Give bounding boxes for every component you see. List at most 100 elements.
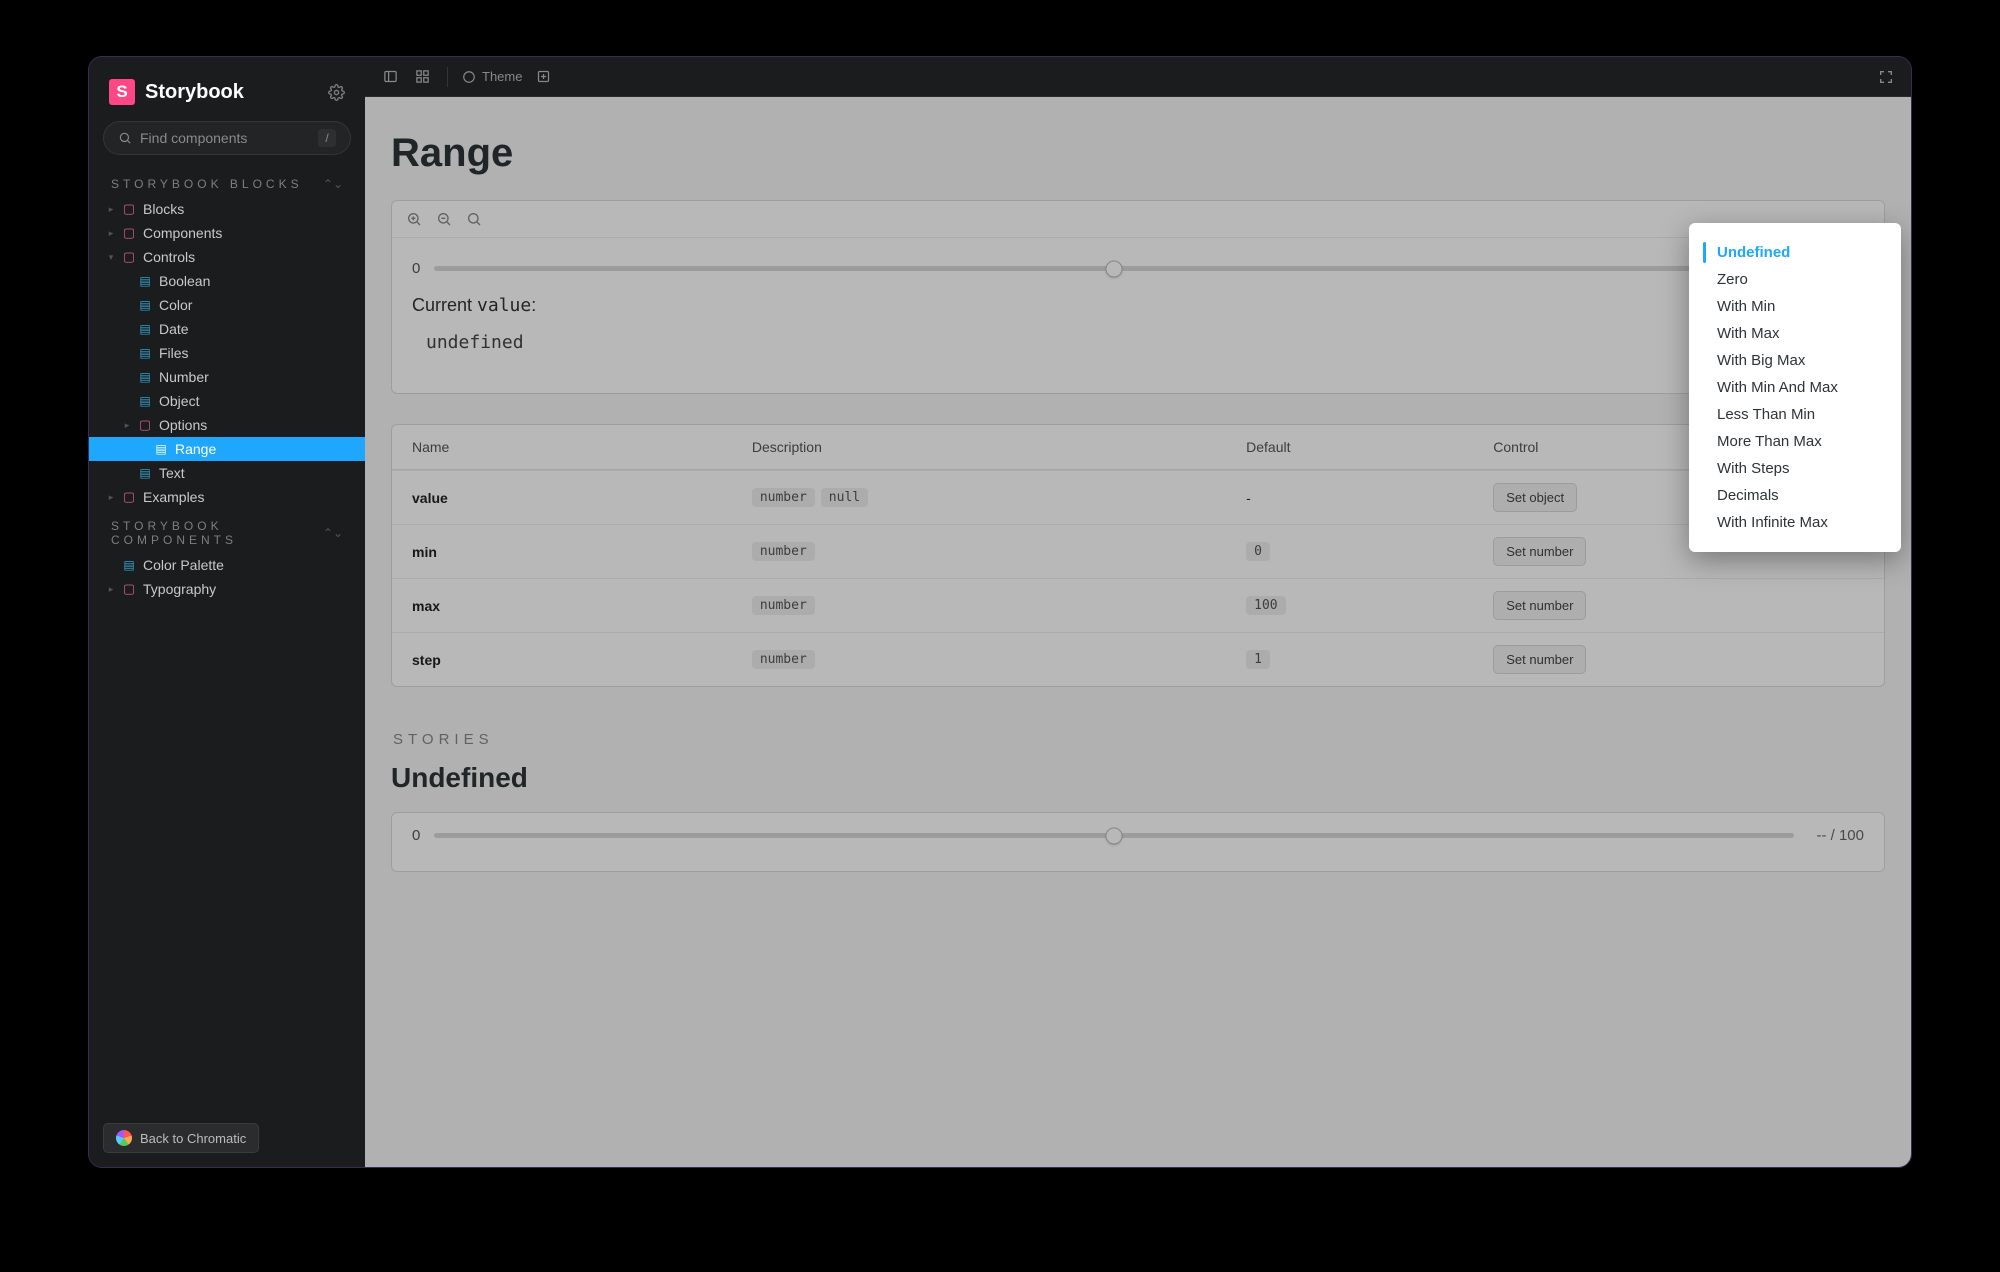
document-icon: ▤ bbox=[138, 370, 152, 384]
zoom-out-icon[interactable] bbox=[436, 211, 452, 227]
args-header: Name Description Default Control bbox=[392, 425, 1884, 470]
args-row: value numbernull - Set object bbox=[392, 470, 1884, 524]
default-chip: 0 bbox=[1246, 542, 1270, 561]
story-nav-item[interactable]: More Than Max bbox=[1689, 428, 1901, 455]
set-control-button[interactable]: Set object bbox=[1493, 483, 1577, 512]
zoom-in-icon[interactable] bbox=[406, 211, 422, 227]
story-heading: Undefined bbox=[391, 762, 1885, 794]
story-nav-item[interactable]: With Min bbox=[1689, 293, 1901, 320]
storybook-logo-icon: S bbox=[109, 79, 135, 105]
range-control[interactable]: 0 -- / 100 bbox=[412, 827, 1864, 844]
range-min-label: 0 bbox=[412, 827, 420, 844]
args-table: Name Description Default Control value n… bbox=[391, 424, 1885, 687]
story-nav-item[interactable]: With Min And Max bbox=[1689, 374, 1901, 401]
story-nav-item[interactable]: With Max bbox=[1689, 320, 1901, 347]
circle-icon bbox=[462, 70, 476, 84]
search-input[interactable]: Find components / bbox=[103, 121, 351, 155]
viewport-icon[interactable] bbox=[532, 66, 554, 88]
tree-item-label: Text bbox=[159, 465, 185, 481]
set-control-button[interactable]: Set number bbox=[1493, 645, 1586, 674]
folder-icon: ▢ bbox=[122, 489, 136, 505]
type-chip: number bbox=[752, 488, 815, 507]
tree-item-label: Color bbox=[159, 297, 192, 313]
sidebar-story[interactable]: ▤ Number bbox=[89, 365, 365, 389]
sidebar-story[interactable]: ▤ Text bbox=[89, 461, 365, 485]
folder-icon: ▢ bbox=[122, 225, 136, 241]
arg-name: step bbox=[412, 652, 752, 668]
document-icon: ▤ bbox=[138, 346, 152, 360]
zoom-reset-icon[interactable] bbox=[466, 211, 482, 227]
arg-name: max bbox=[412, 598, 752, 614]
type-chip: null bbox=[821, 488, 868, 507]
sidebar-story[interactable]: ▤ Range bbox=[89, 437, 365, 461]
search-icon bbox=[118, 131, 132, 145]
sidebar-folder[interactable]: ▸▢Blocks bbox=[89, 197, 365, 221]
range-track[interactable] bbox=[434, 833, 1794, 838]
story-nav-item[interactable]: With Steps bbox=[1689, 455, 1901, 482]
story-nav-item[interactable]: Undefined bbox=[1689, 239, 1901, 266]
range-thumb[interactable] bbox=[1106, 260, 1123, 277]
document-icon: ▤ bbox=[138, 466, 152, 480]
sidebar-story[interactable]: ▤Object bbox=[89, 389, 365, 413]
story-nav-item[interactable]: Zero bbox=[1689, 266, 1901, 293]
arg-description: number bbox=[752, 650, 1246, 669]
arg-default: 100 bbox=[1246, 596, 1493, 615]
tree-item-label: Options bbox=[159, 417, 207, 433]
back-to-chromatic-button[interactable]: Back to Chromatic bbox=[103, 1123, 259, 1153]
sidebar-folder[interactable]: ▸▢Components bbox=[89, 221, 365, 245]
grid-icon[interactable] bbox=[411, 66, 433, 88]
document-icon: ▤ bbox=[138, 394, 152, 408]
tree-item-label: Range bbox=[175, 441, 216, 457]
set-control-button[interactable]: Set number bbox=[1493, 591, 1586, 620]
sidebar-story[interactable]: ▤ Color bbox=[89, 293, 365, 317]
sidebar-folder[interactable]: ▾▢Controls bbox=[89, 245, 365, 269]
set-control-button[interactable]: Set number bbox=[1493, 537, 1586, 566]
range-track[interactable] bbox=[434, 266, 1794, 271]
story-preview-panel-2: 0 -- / 100 bbox=[391, 812, 1885, 872]
sidebar-story[interactable]: ▤ Date bbox=[89, 317, 365, 341]
fullscreen-icon[interactable] bbox=[1875, 66, 1897, 88]
logo-row: S Storybook bbox=[89, 71, 365, 121]
theme-switcher[interactable]: Theme bbox=[462, 69, 522, 84]
range-control[interactable]: 0 -- / 100 bbox=[412, 260, 1864, 277]
main: Theme Range bbox=[365, 57, 1911, 1167]
document-icon: ▤ bbox=[138, 274, 152, 288]
preview-toolbar bbox=[392, 201, 1884, 238]
sidebar-folder[interactable]: ▸▢Typography bbox=[89, 577, 365, 601]
tree-item-label: Color Palette bbox=[143, 557, 224, 573]
arg-name: min bbox=[412, 544, 752, 560]
theme-label: Theme bbox=[482, 69, 522, 84]
col-name: Name bbox=[412, 439, 752, 455]
tree-item-label: Number bbox=[159, 369, 209, 385]
tree-item-label: Date bbox=[159, 321, 189, 337]
col-control: Control bbox=[1493, 439, 1538, 455]
type-chip: number bbox=[752, 650, 815, 669]
document-icon: ▤ bbox=[154, 442, 168, 456]
sidebar-story[interactable]: ▤Color Palette bbox=[89, 553, 365, 577]
story-nav-item[interactable]: Less Than Min bbox=[1689, 401, 1901, 428]
story-nav-item[interactable]: Decimals bbox=[1689, 482, 1901, 509]
sidebar-folder[interactable]: ▸▢Options bbox=[89, 413, 365, 437]
sidebar-section-label[interactable]: STORYBOOK BLOCKS⌃⌄ bbox=[89, 167, 365, 197]
range-thumb[interactable] bbox=[1106, 827, 1123, 844]
sidebar-story[interactable]: ▤Boolean bbox=[89, 269, 365, 293]
folder-icon: ▢ bbox=[122, 581, 136, 597]
story-nav-item[interactable]: With Big Max bbox=[1689, 347, 1901, 374]
folder-icon: ▢ bbox=[138, 417, 152, 433]
sidebar-folder[interactable]: ▸▢Examples bbox=[89, 485, 365, 509]
sidebar-story[interactable]: ▤Files bbox=[89, 341, 365, 365]
chromatic-icon bbox=[116, 1130, 132, 1146]
col-default: Default bbox=[1246, 439, 1493, 455]
arg-description: number null bbox=[752, 488, 1246, 507]
canvas-sidebar-toggle-icon[interactable] bbox=[379, 66, 401, 88]
app-title: Storybook bbox=[145, 81, 244, 104]
document-icon: ▤ bbox=[138, 322, 152, 336]
back-to-chromatic-label: Back to Chromatic bbox=[140, 1131, 246, 1146]
story-nav-item[interactable]: With Infinite Max bbox=[1689, 509, 1901, 536]
tree-item-label: Controls bbox=[143, 249, 195, 265]
settings-icon[interactable] bbox=[328, 84, 345, 101]
sidebar-section-label[interactable]: STORYBOOK COMPONENTS⌃⌄ bbox=[89, 509, 365, 553]
document-icon: ▤ bbox=[138, 298, 152, 312]
canvas-toolbar: Theme bbox=[365, 57, 1911, 97]
sidebar-tree: STORYBOOK BLOCKS⌃⌄▸▢Blocks▸▢Components▾▢… bbox=[89, 167, 365, 601]
